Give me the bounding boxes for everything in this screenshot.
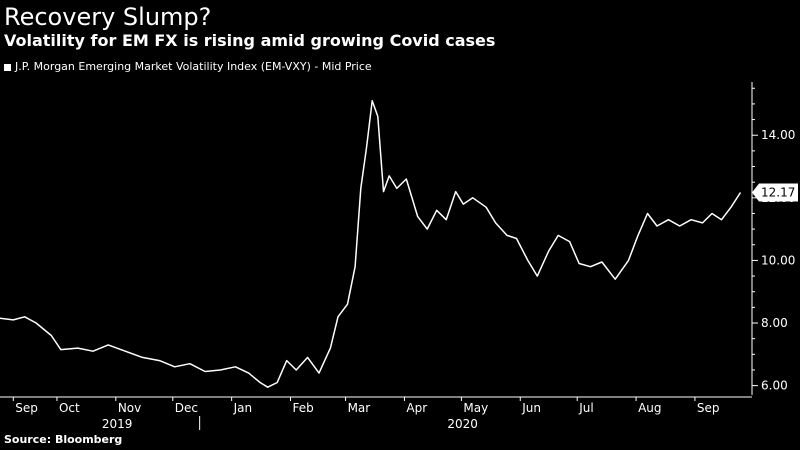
- last-value-badge: [752, 183, 798, 202]
- x-tick-label: Sep: [15, 401, 38, 415]
- x-year-label: 2019: [102, 417, 133, 431]
- y-tick-label: 8.00: [761, 316, 788, 330]
- legend-label: J.P. Morgan Emerging Market Volatility I…: [15, 60, 372, 73]
- x-tick-label: Apr: [406, 401, 427, 415]
- series-line: [0, 100, 742, 388]
- x-tick-label: Nov: [118, 401, 141, 415]
- x-tick-label: Jan: [233, 401, 253, 415]
- y-tick-label: 6.00: [761, 379, 788, 393]
- y-tick-label: 14.00: [761, 128, 795, 142]
- y-tick-label: 10.00: [761, 253, 795, 267]
- last-value-label: 12.17: [761, 185, 795, 199]
- x-tick-label: Feb: [293, 401, 314, 415]
- x-tick-label: Mar: [348, 401, 371, 415]
- x-tick-label: Dec: [175, 401, 198, 415]
- legend-swatch: [4, 63, 11, 71]
- x-tick-label: Aug: [638, 401, 661, 415]
- x-tick-label: Oct: [59, 401, 80, 415]
- x-year-label: 2020: [447, 417, 478, 431]
- chart-subtitle: Volatility for EM FX is rising amid grow…: [4, 31, 496, 50]
- x-tick-label: Jun: [521, 401, 541, 415]
- x-tick-label: Jul: [578, 401, 593, 415]
- chart-title: Recovery Slump?: [4, 3, 212, 31]
- source-note: Source: Bloomberg: [4, 433, 123, 446]
- chart-legend: J.P. Morgan Emerging Market Volatility I…: [4, 60, 372, 74]
- x-tick-label: May: [463, 401, 488, 415]
- x-tick-label: Sep: [697, 401, 720, 415]
